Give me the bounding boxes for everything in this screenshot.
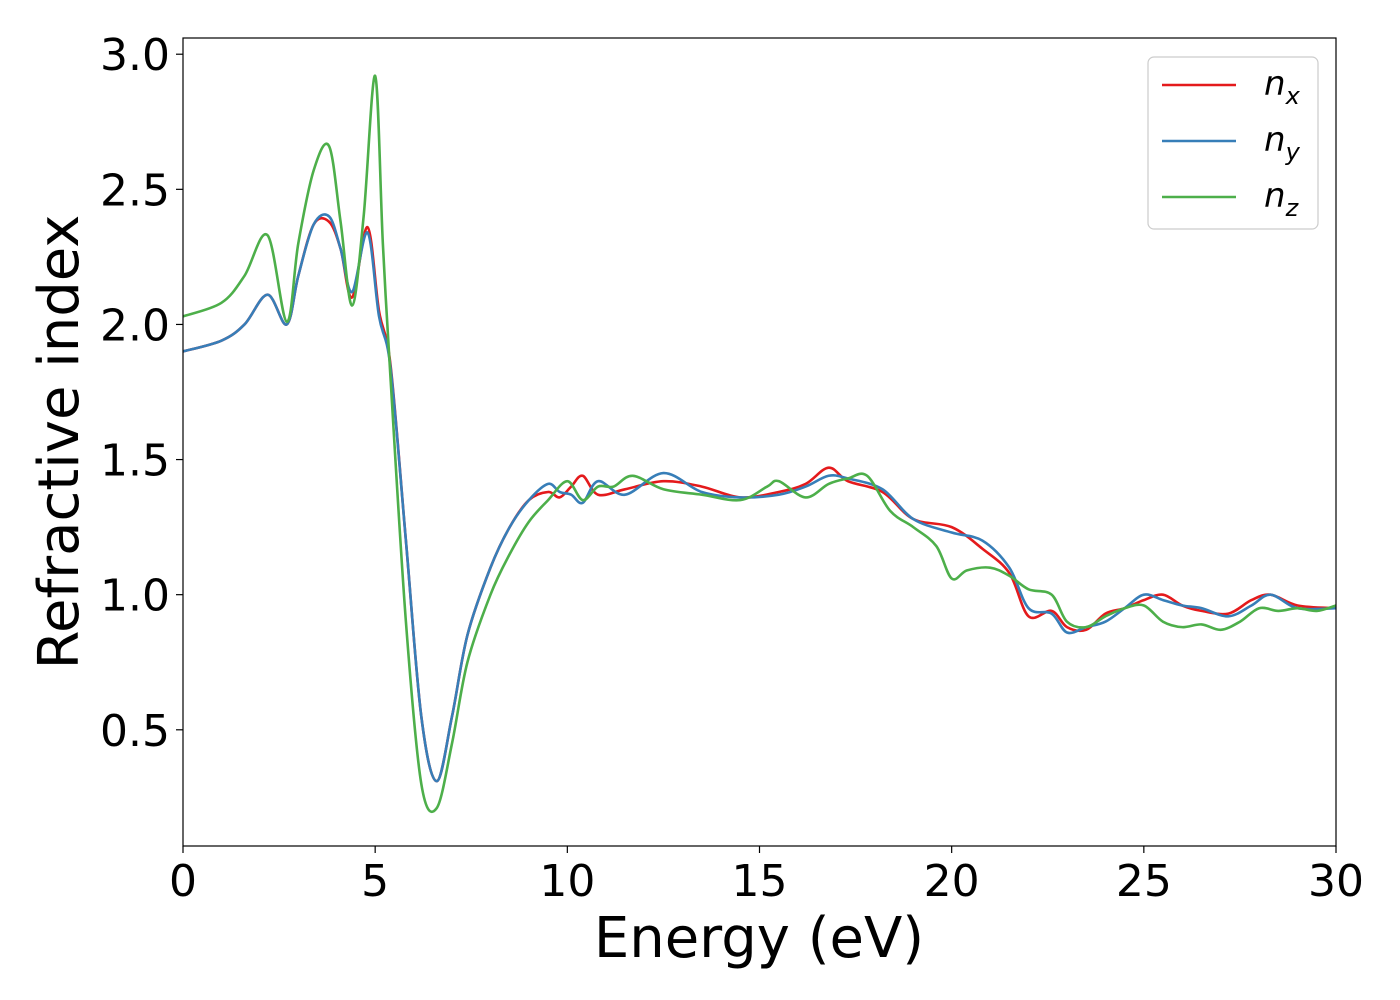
series-line-nx xyxy=(183,216,1336,783)
x-tick-label: 15 xyxy=(732,856,788,907)
y-tick-label: 1.5 xyxy=(100,436,170,487)
x-tick-label: 5 xyxy=(361,856,389,907)
y-tick-label: 3.0 xyxy=(100,30,170,81)
y-tick-label: 0.5 xyxy=(100,706,170,757)
x-tick-label: 20 xyxy=(924,856,980,907)
series-layer xyxy=(183,74,1336,813)
ticks-layer: 0 5 10 15 20 25 30 0.5 1.0 1.5 2.0 2.5 3.0 xyxy=(100,30,1364,907)
y-tick-label: 1.0 xyxy=(100,571,170,622)
y-tick-label: 2.0 xyxy=(100,300,170,351)
legend-label-ny: ny xyxy=(1264,120,1301,166)
x-tick-label: 25 xyxy=(1116,856,1172,907)
series-line-ny xyxy=(183,213,1336,783)
x-axis-label: Energy (eV) xyxy=(594,906,924,971)
y-tick-label: 2.5 xyxy=(100,165,170,216)
legend: nx ny nz xyxy=(1147,56,1319,230)
legend-box xyxy=(1147,56,1319,230)
legend-entries: nx ny nz xyxy=(1162,64,1301,222)
x-tick-label: 0 xyxy=(169,856,197,907)
legend-label-nx: nx xyxy=(1264,64,1301,110)
x-tick-label: 30 xyxy=(1308,856,1364,907)
y-axis-label: Refractive index xyxy=(27,215,92,670)
series-line-nz xyxy=(183,74,1336,813)
legend-label-nz: nz xyxy=(1264,176,1300,222)
x-tick-label: 10 xyxy=(539,856,595,907)
